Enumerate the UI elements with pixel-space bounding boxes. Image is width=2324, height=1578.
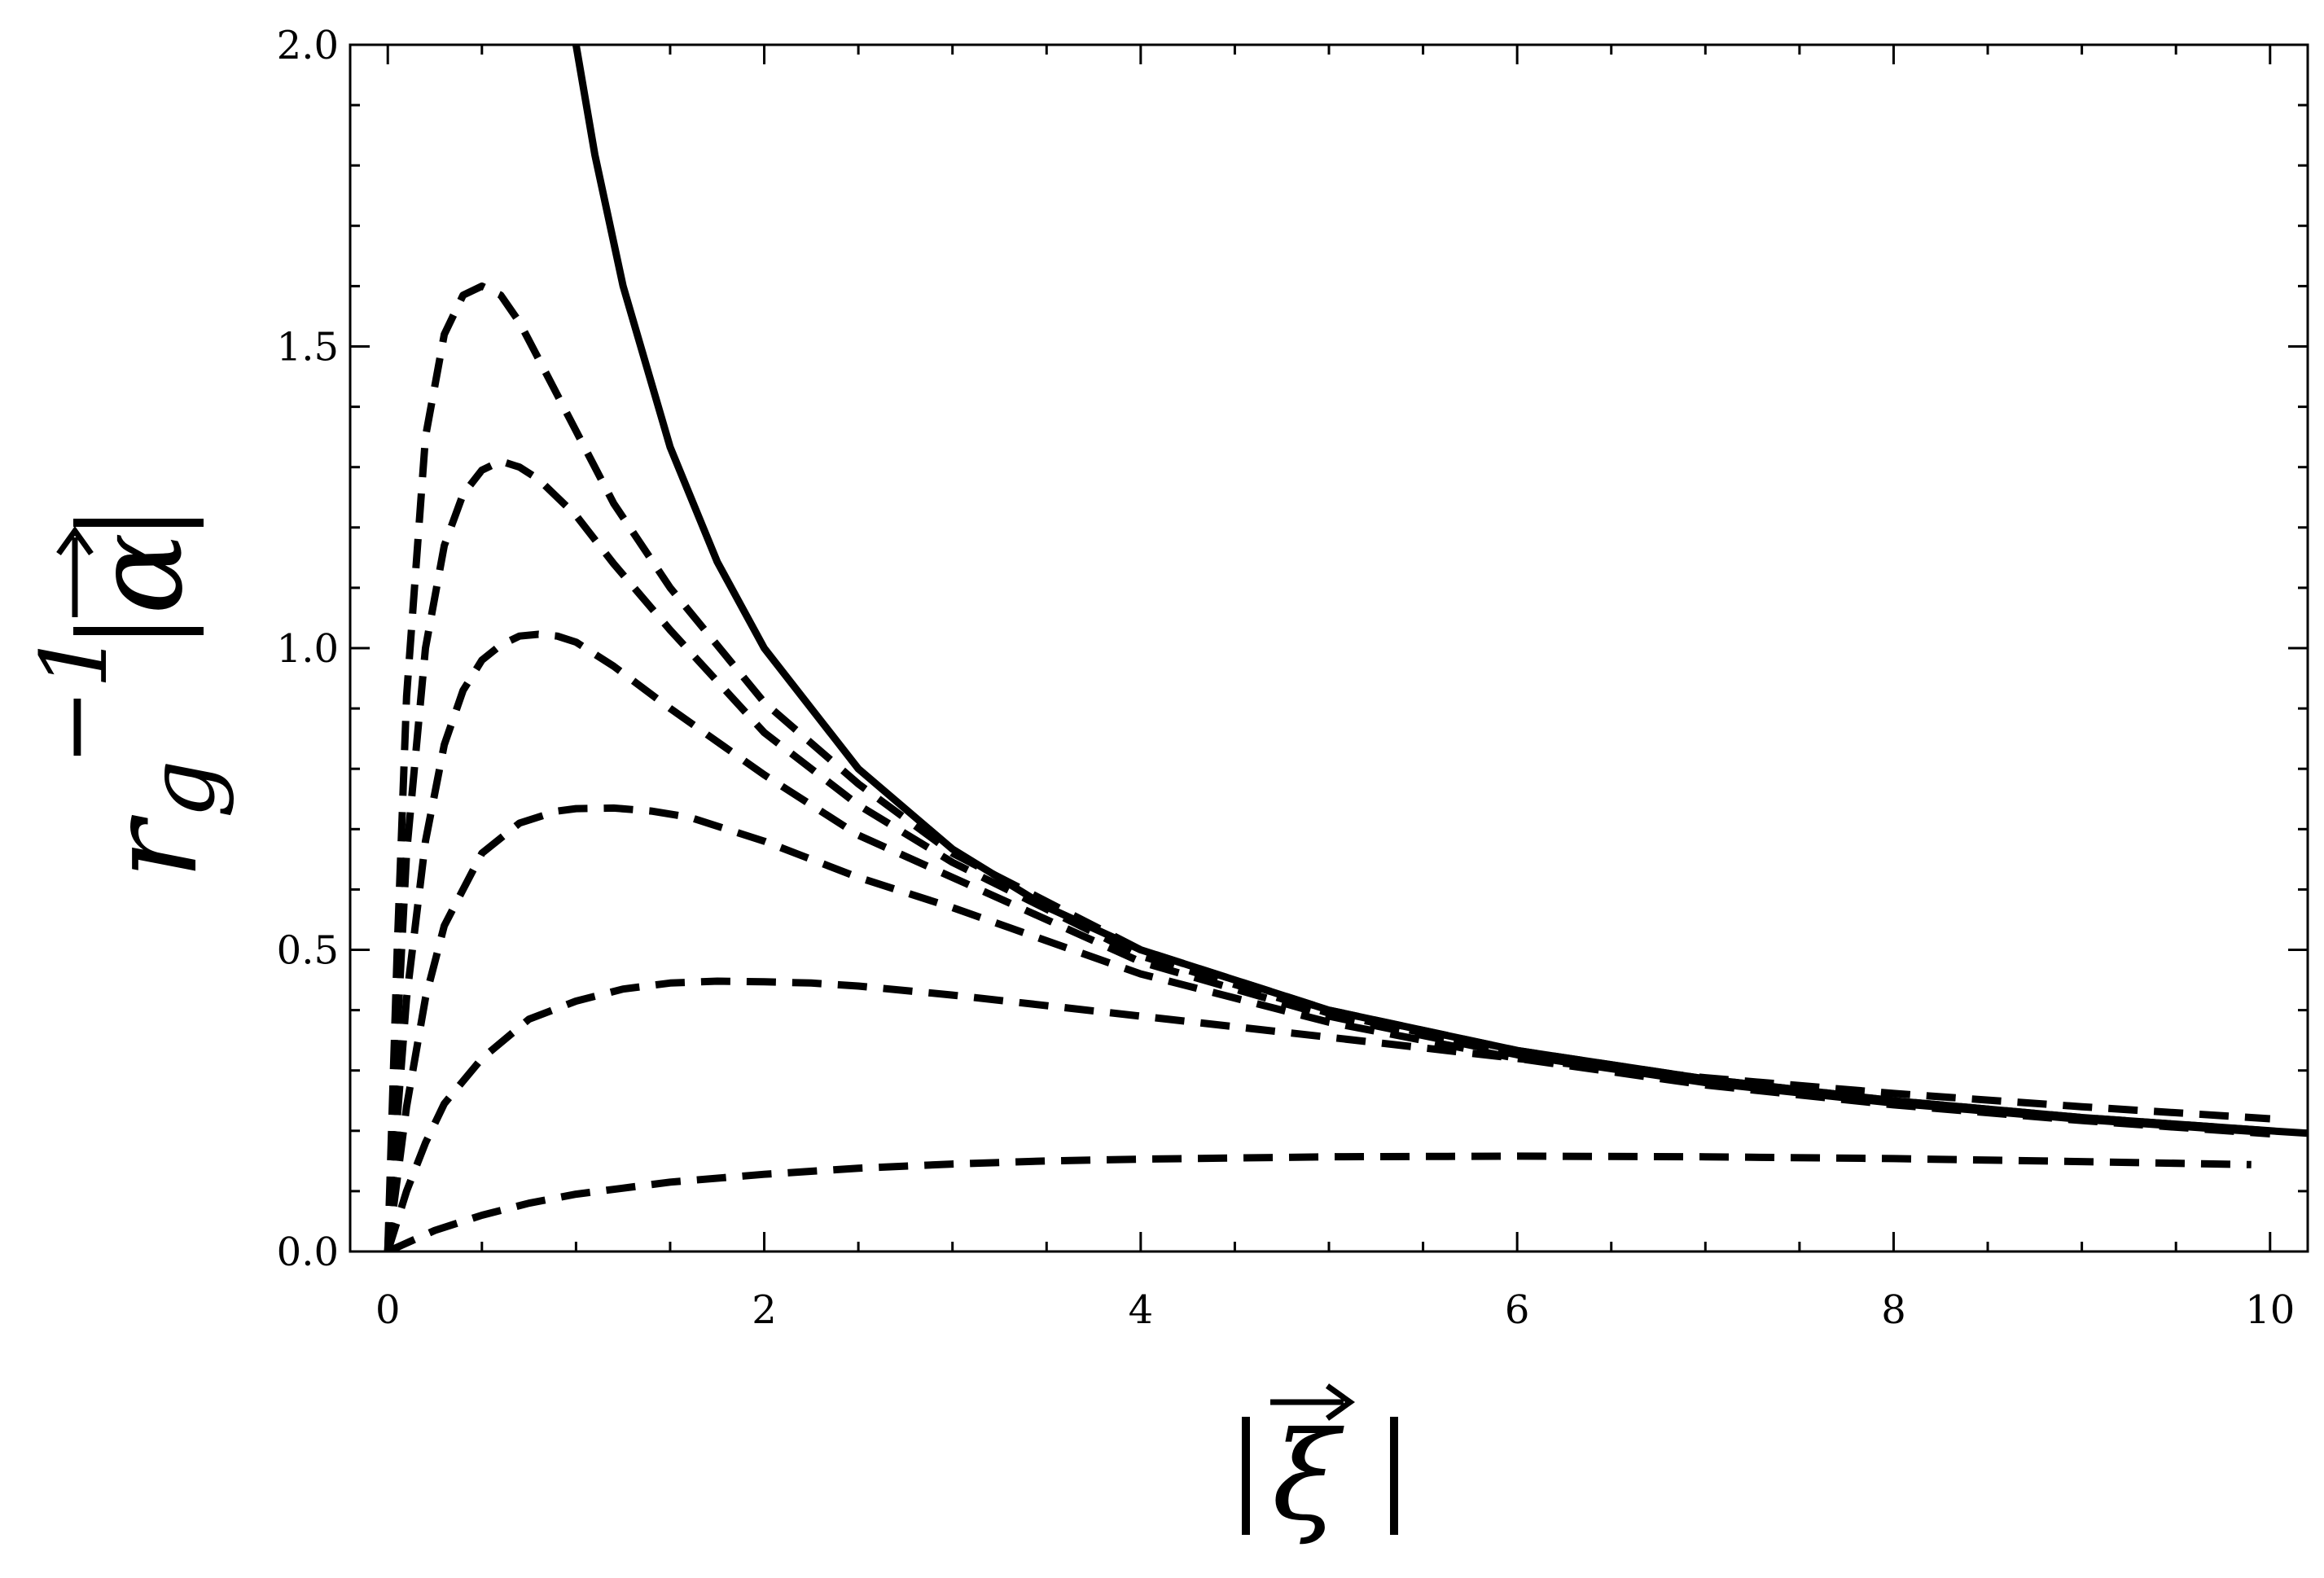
y-tick-label: 1.0 [277, 626, 339, 672]
y-axis-title-r: r [83, 814, 225, 879]
x-tick-label: 6 [1505, 1287, 1530, 1333]
series-dashed-curve-4 [384, 804, 2271, 1251]
x-axis-title-xi: ξ [1272, 1406, 1344, 1548]
y-tick-label: 2.0 [277, 23, 339, 68]
ticks-layer [350, 43, 2308, 1253]
y-axis-title-subscript: g [129, 760, 235, 818]
y-axis-title-arrow-head [56, 525, 94, 556]
x-tick-label: 10 [2245, 1287, 2295, 1333]
y-axis-title-alpha: α [68, 533, 210, 615]
y-axis-title: r g −1 α [22, 519, 235, 879]
y-axis-title-superscript: −1 [22, 631, 128, 765]
y-tick-label: 0.0 [277, 1230, 339, 1275]
tick-labels-layer: 0 2 4 6 8 10 0.0 0.5 1.0 1.5 2.0 [277, 23, 2295, 1333]
series-dashed-curve-1 [384, 282, 2271, 1251]
y-tick-label: 0.5 [277, 928, 339, 974]
y-tick-label: 1.5 [277, 325, 339, 370]
series-dashed-curve-6 [386, 1152, 2252, 1251]
x-axis-title: ξ [1242, 1383, 1398, 1548]
x-axis-title-arrow-head [1325, 1383, 1356, 1421]
x-tick-label: 0 [375, 1287, 401, 1333]
x-tick-label: 8 [1881, 1287, 1906, 1333]
series-dashed-curve-5 [384, 977, 2271, 1251]
series-layer [384, 45, 2308, 1251]
x-tick-label: 4 [1129, 1287, 1154, 1333]
series-dashed-curve-2 [384, 457, 2271, 1251]
x-tick-label: 2 [752, 1287, 777, 1333]
